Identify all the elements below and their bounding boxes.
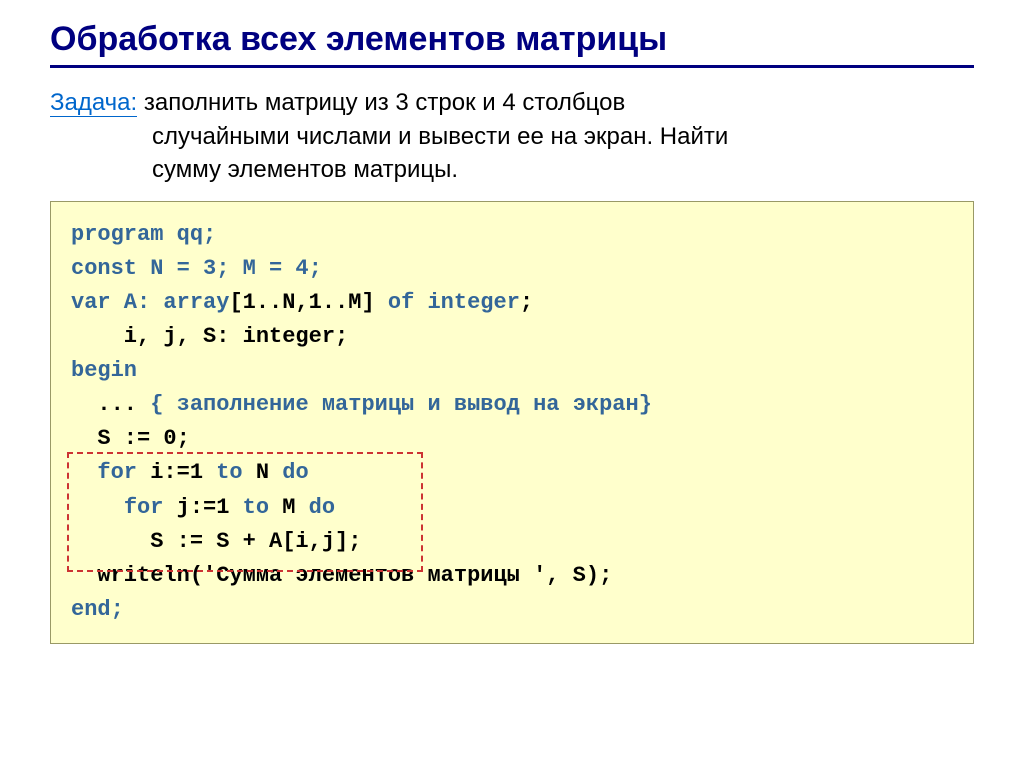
title-underline xyxy=(50,65,974,68)
task-line3: сумму элементов матрицы. xyxy=(152,153,974,187)
code-line: writeln('Сумма элементов матрицы ', S); xyxy=(71,559,953,593)
code-line: const N = 3; M = 4; xyxy=(71,252,953,286)
code-line: for j:=1 to M do xyxy=(71,491,953,525)
code-line: end; xyxy=(71,593,953,627)
code-line: S := 0; xyxy=(71,422,953,456)
task-line1: заполнить матрицу из 3 строк и 4 столбцо… xyxy=(137,89,625,116)
task-block: Задача: заполнить матрицу из 3 строк и 4… xyxy=(50,86,974,187)
code-line: ... { заполнение матрицы и вывод на экра… xyxy=(71,388,953,422)
code-line: program qq; xyxy=(71,218,953,252)
code-line: var A: array[1..N,1..M] of integer; xyxy=(71,286,953,320)
code-line: i, j, S: integer; xyxy=(71,320,953,354)
code-line: begin xyxy=(71,354,953,388)
code-line: S := S + A[i,j]; xyxy=(71,525,953,559)
task-label: Задача: xyxy=(50,89,137,117)
code-line: for i:=1 to N do xyxy=(71,456,953,490)
code-block: program qq;const N = 3; M = 4;var A: arr… xyxy=(50,201,974,644)
task-line2: случайными числами и вывести ее на экран… xyxy=(152,120,974,154)
slide-title: Обработка всех элементов матрицы xyxy=(50,20,974,59)
